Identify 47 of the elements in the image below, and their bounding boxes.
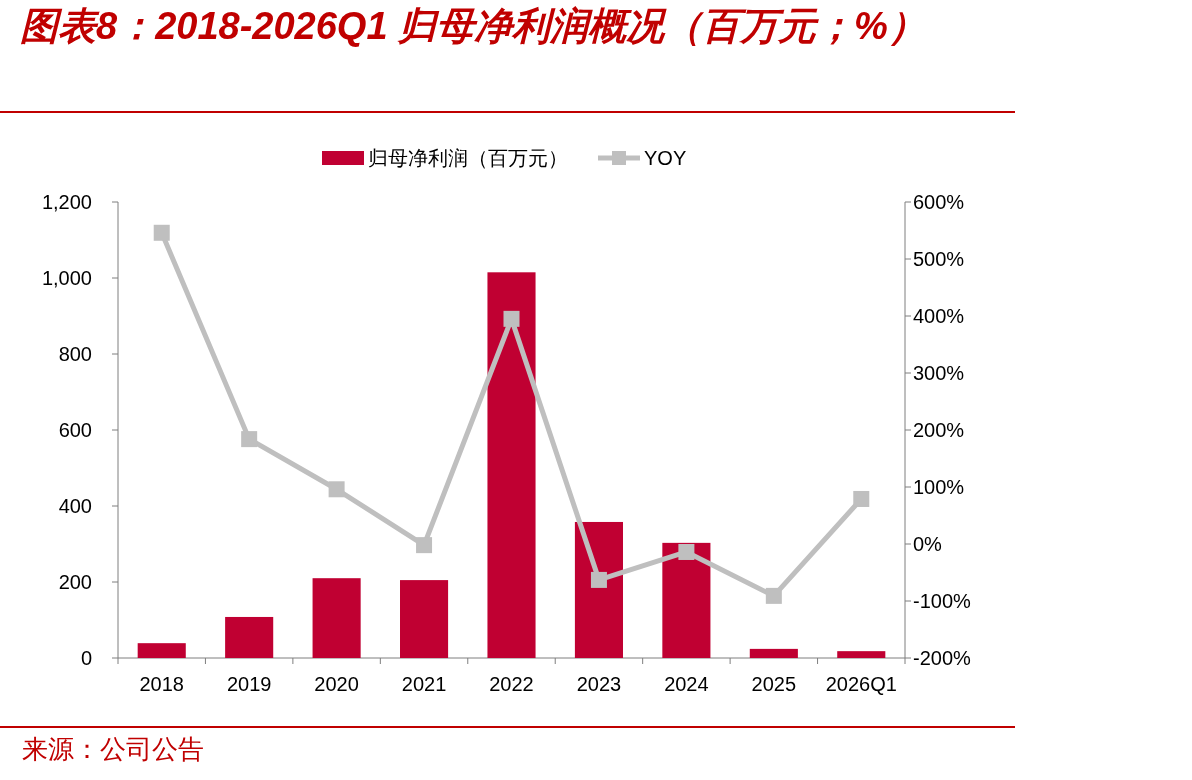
- y-tick-label: 600: [58, 419, 92, 441]
- y-tick-label: 800: [58, 343, 92, 365]
- point: [503, 310, 520, 327]
- point: [853, 490, 870, 507]
- x-tick-label: 2021: [401, 673, 447, 695]
- y2-tick-label: -100%: [913, 590, 972, 612]
- bar: [662, 542, 711, 658]
- y2-tick-label: 100%: [913, 476, 965, 498]
- bar: [487, 272, 536, 658]
- point: [416, 537, 433, 554]
- y2-tick-label: 600%: [913, 191, 965, 213]
- x-tick-label: 2019: [226, 673, 272, 695]
- y2-tick-label: 0%: [913, 533, 943, 555]
- x-tick-label: 2023: [576, 673, 622, 695]
- source-note: 来源：公司公告: [22, 734, 204, 764]
- point: [765, 587, 782, 604]
- y-tick-label: 1,200: [41, 191, 92, 213]
- bar: [312, 578, 361, 658]
- point: [153, 224, 170, 241]
- point: [678, 543, 695, 560]
- legend-label: YOY: [644, 147, 687, 169]
- x-tick-label: 2025: [751, 673, 797, 695]
- y-tick-label: 1,000: [41, 267, 92, 289]
- y2-tick-label: 400%: [913, 305, 965, 327]
- x-tick-label: 2024: [664, 673, 709, 695]
- x-tick-label: 2026Q1: [825, 673, 897, 695]
- chart-title: 图表8：2018-2026Q1 归母净利润概况（百万元；%）: [20, 4, 927, 49]
- bar: [137, 643, 186, 658]
- bar: [837, 651, 886, 658]
- y2-tick-label: 200%: [913, 419, 965, 441]
- x-tick-label: 2020: [314, 673, 359, 695]
- point: [328, 481, 345, 498]
- y-tick-label: 200: [58, 571, 92, 593]
- x-tick-label: 2018: [139, 673, 184, 695]
- y2-tick-label: 300%: [913, 362, 965, 384]
- bar: [574, 521, 623, 658]
- y-tick-label: 0: [80, 647, 92, 669]
- point: [241, 431, 258, 448]
- y-tick-label: 400: [58, 495, 92, 517]
- y2-tick-label: -200%: [913, 647, 972, 669]
- bar: [749, 648, 798, 658]
- point: [590, 571, 607, 588]
- y2-tick-label: 500%: [913, 248, 965, 270]
- x-tick-label: 2022: [489, 673, 534, 695]
- legend-label: 归母净利润（百万元）: [368, 147, 568, 169]
- bar: [400, 580, 449, 658]
- bar: [225, 616, 274, 658]
